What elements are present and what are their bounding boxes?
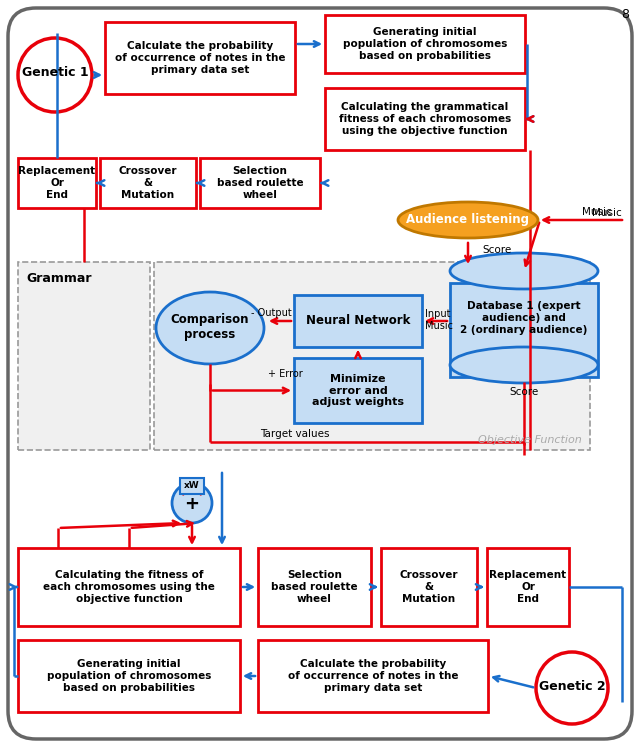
Circle shape (536, 652, 608, 724)
Text: Calculating the fitness of
each chromosomes using the
objective function: Calculating the fitness of each chromoso… (43, 571, 215, 604)
Ellipse shape (398, 202, 538, 238)
Text: + Error: + Error (268, 369, 303, 379)
Text: Objective Function: Objective Function (478, 435, 582, 445)
FancyBboxPatch shape (8, 8, 632, 739)
Text: Generating initial
population of chromosomes
based on probabilities: Generating initial population of chromos… (47, 660, 211, 692)
Text: Genetic 1: Genetic 1 (22, 66, 88, 79)
FancyBboxPatch shape (18, 262, 150, 450)
Text: Comparison
process: Comparison process (171, 313, 249, 341)
Text: +: + (184, 495, 200, 513)
FancyBboxPatch shape (18, 548, 240, 626)
FancyBboxPatch shape (487, 548, 569, 626)
FancyBboxPatch shape (154, 262, 590, 450)
FancyBboxPatch shape (325, 15, 525, 73)
Text: Calculating the grammatical
fitness of each chromosomes
using the objective func: Calculating the grammatical fitness of e… (339, 102, 511, 136)
FancyBboxPatch shape (294, 358, 422, 423)
Circle shape (172, 483, 212, 523)
Text: Score: Score (482, 245, 511, 255)
FancyBboxPatch shape (258, 640, 488, 712)
Text: Minimize
error and
adjust weights: Minimize error and adjust weights (312, 374, 404, 407)
FancyBboxPatch shape (294, 295, 422, 347)
Text: Crossover
&
Mutation: Crossover & Mutation (119, 167, 177, 199)
Ellipse shape (450, 347, 598, 383)
Text: Selection
based roulette
wheel: Selection based roulette wheel (271, 571, 358, 604)
Text: Target values: Target values (260, 429, 330, 439)
Text: Generating initial
population of chromosomes
based on probabilities: Generating initial population of chromos… (343, 28, 507, 61)
FancyBboxPatch shape (18, 158, 96, 208)
FancyBboxPatch shape (325, 88, 525, 150)
Text: - Output: - Output (252, 308, 292, 318)
Text: Audience listening: Audience listening (406, 214, 529, 226)
Text: Database 1 (expert
audience) and
2 (ordinary audience): Database 1 (expert audience) and 2 (ordi… (460, 301, 588, 335)
Text: 8: 8 (621, 8, 629, 22)
FancyBboxPatch shape (18, 640, 240, 712)
Text: xW: xW (184, 482, 200, 491)
FancyBboxPatch shape (105, 22, 295, 94)
Ellipse shape (156, 292, 264, 364)
Text: Calculate the probability
of occurrence of notes in the
primary data set: Calculate the probability of occurrence … (288, 660, 458, 692)
Text: Genetic 2: Genetic 2 (539, 680, 605, 692)
FancyBboxPatch shape (381, 548, 477, 626)
FancyBboxPatch shape (258, 548, 371, 626)
Ellipse shape (450, 253, 598, 289)
Text: Neural Network: Neural Network (306, 314, 410, 327)
FancyBboxPatch shape (200, 158, 320, 208)
FancyBboxPatch shape (180, 478, 204, 494)
Text: Score: Score (509, 387, 539, 397)
Text: Calculate the probability
of occurrence of notes in the
primary data set: Calculate the probability of occurrence … (115, 41, 285, 75)
Circle shape (18, 38, 92, 112)
FancyBboxPatch shape (100, 158, 196, 208)
Text: Input: Input (425, 309, 451, 319)
FancyBboxPatch shape (450, 283, 598, 377)
Text: Crossover
&
Mutation: Crossover & Mutation (400, 571, 458, 604)
Text: Grammar: Grammar (26, 271, 92, 285)
Text: Music: Music (582, 207, 612, 217)
Text: Selection
based roulette
wheel: Selection based roulette wheel (217, 167, 303, 199)
Text: Music: Music (425, 321, 453, 331)
Text: Music: Music (592, 208, 622, 218)
Text: Replacement
Or
End: Replacement Or End (19, 167, 95, 199)
Text: Replacement
Or
End: Replacement Or End (490, 571, 566, 604)
